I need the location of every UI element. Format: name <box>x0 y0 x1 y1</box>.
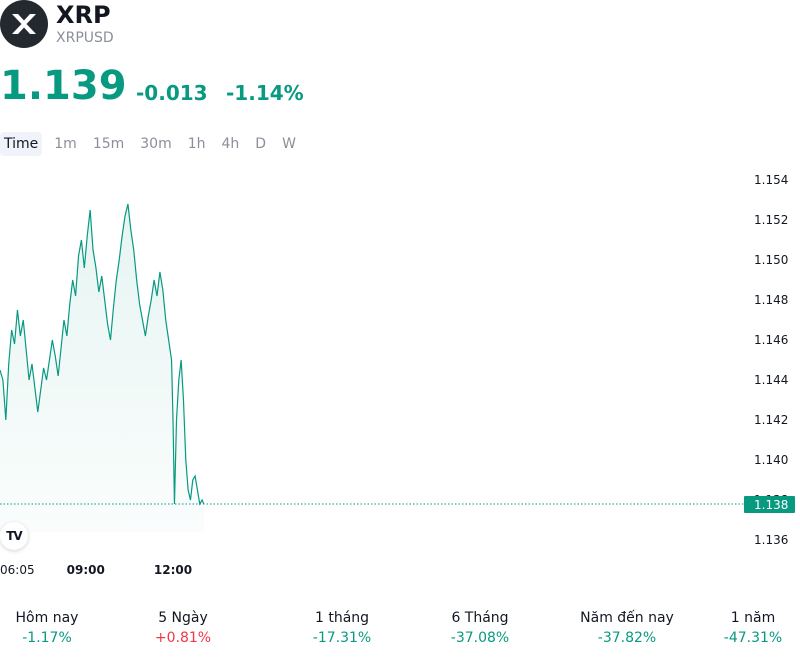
period-value: -17.31% <box>312 630 372 646</box>
x-tick-label: 06:05 <box>0 563 35 577</box>
y-tick-label: 1.150 <box>754 253 788 267</box>
interval-tab-1h[interactable]: 1h <box>187 136 206 152</box>
interval-tab-4h[interactable]: 4h <box>221 136 240 152</box>
symbol-name: XRP <box>56 1 111 29</box>
interval-tab-30m[interactable]: 30m <box>140 136 172 152</box>
x-tick-label: 09:00 <box>67 563 105 577</box>
xrp-logo-icon <box>0 0 48 48</box>
series-line <box>0 203 205 506</box>
period-label: 6 Tháng <box>451 610 509 626</box>
period-label: Hôm nay <box>15 610 79 626</box>
price-chart: 1.154 1.152 1.150 1.148 1.146 1.144 1.142 1.140… <box>0 173 795 577</box>
period-0[interactable]: Hôm nay -1.17% <box>0 608 94 648</box>
y-tick-label: 1.142 <box>754 413 788 427</box>
y-tick-label: 1.140 <box>754 453 788 467</box>
interval-tab-w[interactable]: W <box>282 136 296 152</box>
tradingview-logo-icon[interactable]: TV <box>0 522 28 550</box>
period-1[interactable]: 5 Ngày +0.81% <box>94 608 272 648</box>
ticker-code: XRPUSD <box>56 30 114 46</box>
current-price-label: 1.138 <box>754 498 788 512</box>
current-price-badge <box>744 496 795 513</box>
y-tick-label: 1.154 <box>754 173 788 187</box>
period-label: 1 năm <box>730 610 776 626</box>
period-3[interactable]: 6 Tháng -37.08% <box>412 608 548 648</box>
interval-tab-1m[interactable]: 1m <box>54 136 77 152</box>
y-tick-label: 1.148 <box>754 293 788 307</box>
y-tick-label: 1.136 <box>754 533 788 547</box>
interval-tabs: Time 1m 15m 30m 1h 4h D W <box>0 132 308 156</box>
period-value: -37.82% <box>597 630 657 646</box>
period-label: 1 tháng <box>314 610 370 626</box>
x-tick-label: 12:00 <box>154 563 192 577</box>
y-tick-label: 1.152 <box>754 213 788 227</box>
period-label: Năm đến nay <box>580 610 674 626</box>
interval-tab-time[interactable]: Time <box>0 132 43 156</box>
price-change-absolute: -0.013 <box>136 81 208 105</box>
period-value: -47.31% <box>723 630 783 646</box>
period-value: -1.17% <box>22 630 72 646</box>
period-label: 5 Ngày <box>158 610 208 626</box>
period-4[interactable]: Năm đến nay -37.82% <box>548 608 706 648</box>
y-tick-label: 1.146 <box>754 333 788 347</box>
last-price: 1.139 <box>0 63 127 109</box>
performance-periods: Hôm nay -1.17% 5 Ngày +0.81% 1 tháng -17.31% 6… <box>0 608 800 648</box>
price-change-percent: -1.14% <box>226 81 304 105</box>
period-value: -37.08% <box>450 630 510 646</box>
period-value: +0.81% <box>154 630 212 646</box>
period-5[interactable]: 1 năm -47.31% <box>706 608 800 648</box>
y-tick-label: 1.144 <box>754 373 788 387</box>
interval-tab-15m[interactable]: 15m <box>92 136 125 152</box>
series-area <box>0 204 204 532</box>
period-2[interactable]: 1 tháng -17.31% <box>272 608 412 648</box>
interval-tab-d[interactable]: D <box>255 136 267 152</box>
